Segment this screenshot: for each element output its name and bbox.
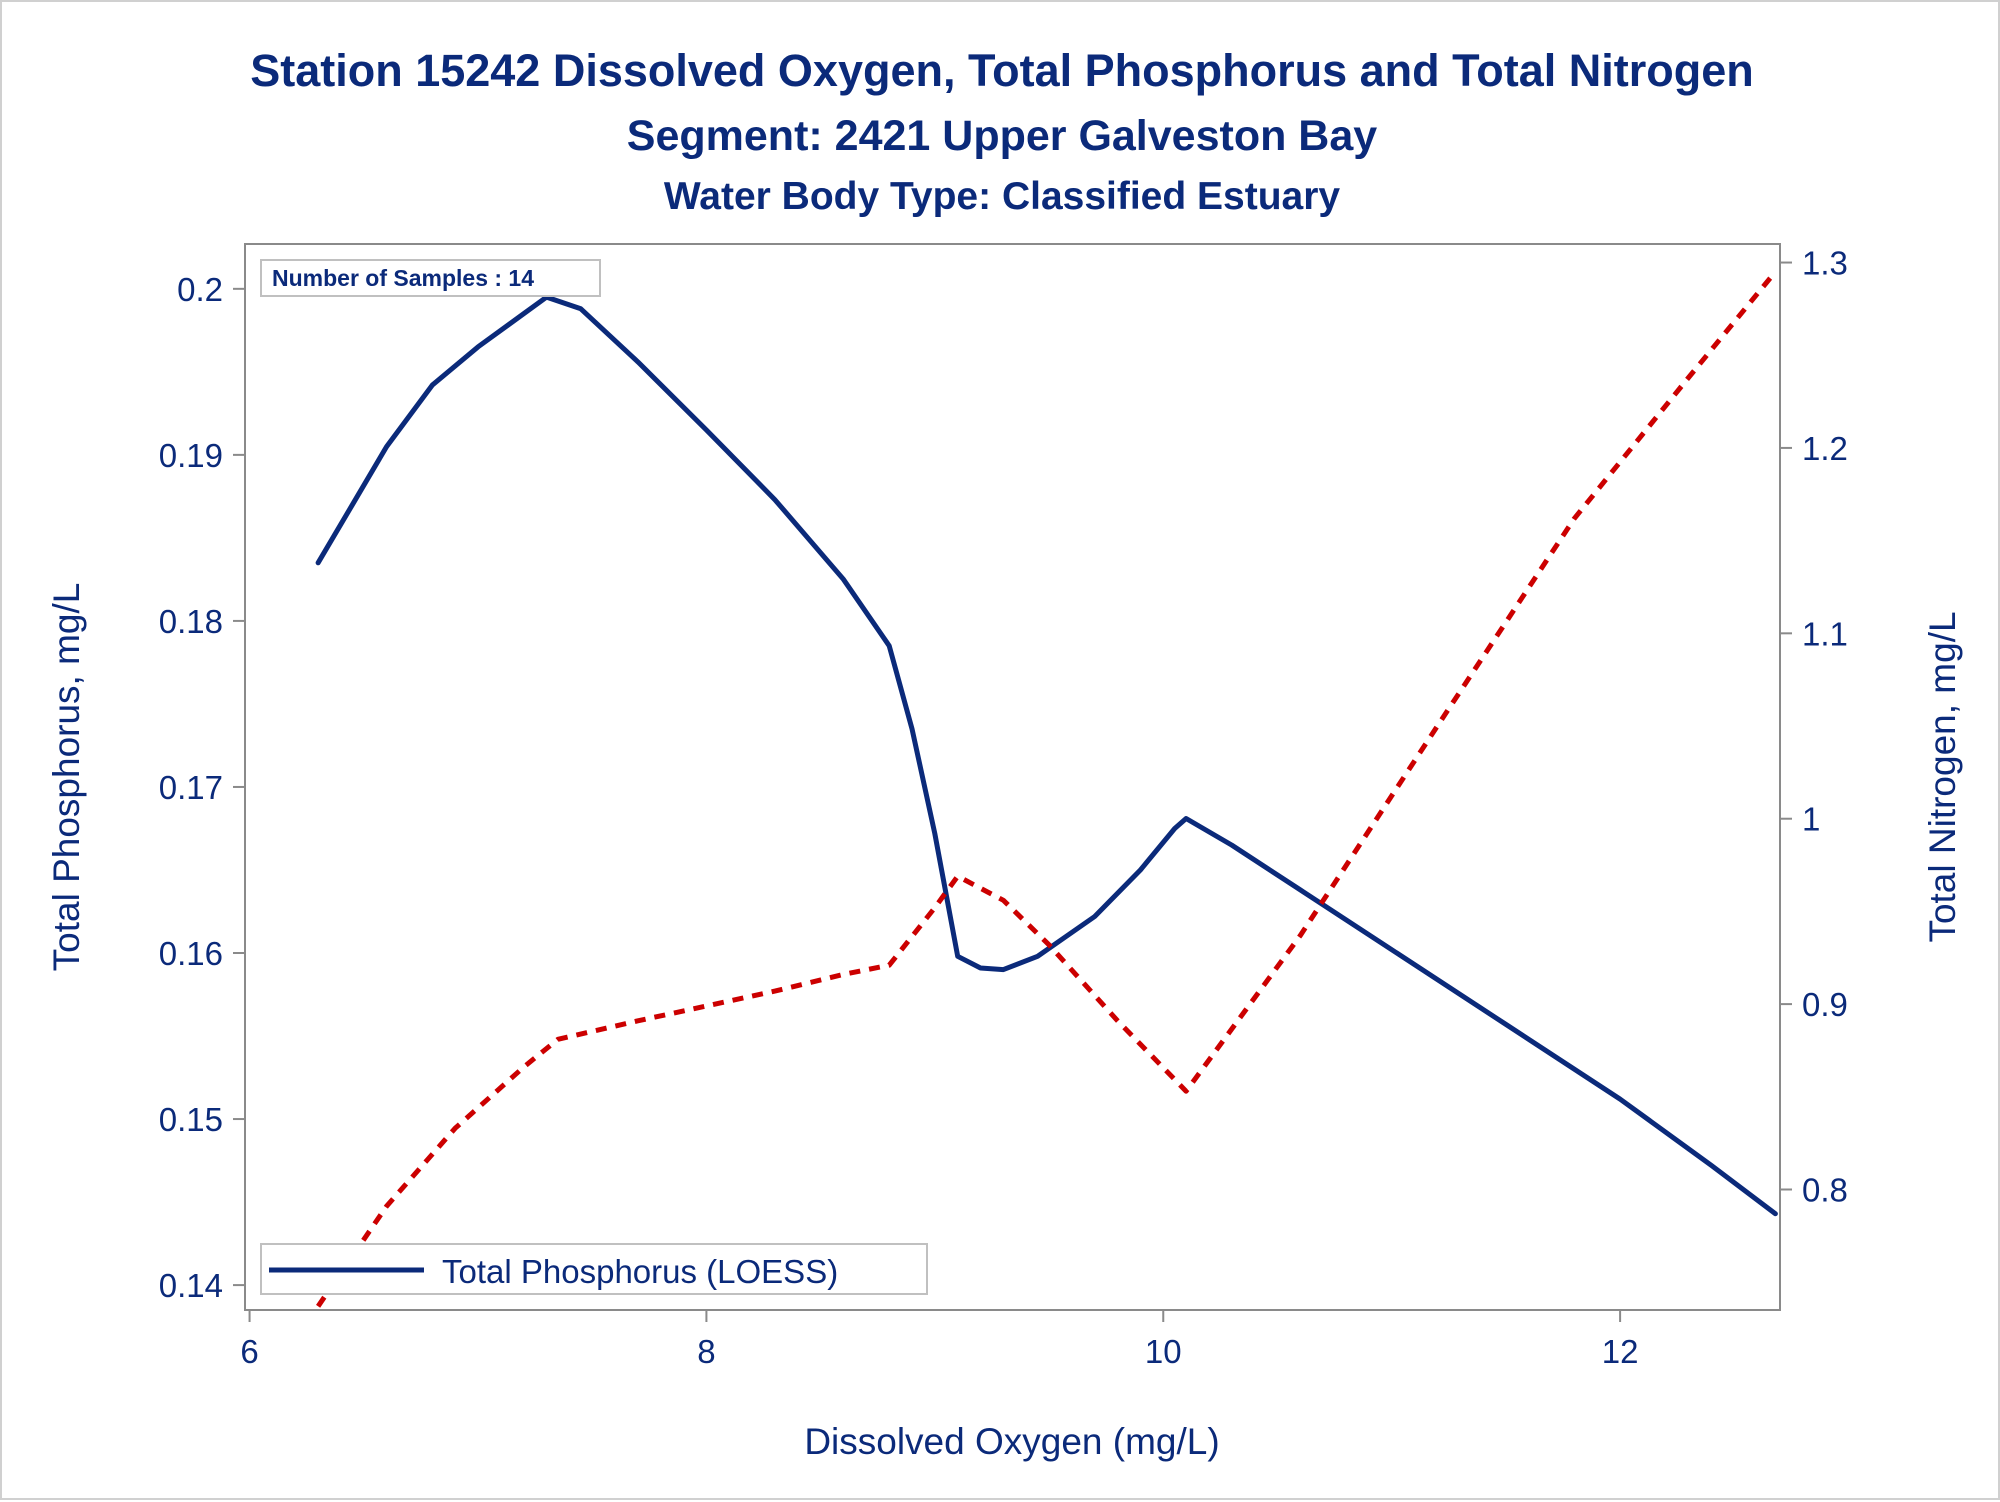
y-tick-label: 0.16 bbox=[159, 935, 223, 972]
y-axis-left: 0.14 0.15 0.16 0.17 0.18 0.19 0.2 bbox=[159, 271, 245, 1304]
sample-count-text: Number of Samples : 14 bbox=[272, 265, 534, 291]
chart-subtitle-water-body: Water Body Type: Classified Estuary bbox=[664, 175, 1340, 218]
x-axis-label: Dissolved Oxygen (mg/L) bbox=[804, 1421, 1219, 1462]
y2-tick-label: 0.8 bbox=[1802, 1171, 1848, 1208]
series-layer bbox=[315, 270, 1778, 1308]
x-axis: 6 8 10 12 bbox=[240, 1310, 1638, 1370]
series-line-phosphorus bbox=[315, 294, 1778, 1217]
y-tick-label: 0.17 bbox=[159, 769, 223, 806]
y-axis-label: Total Phosphorus, mg/L bbox=[46, 583, 87, 972]
y2-tick-label: 1 bbox=[1802, 801, 1820, 838]
sample-count-box bbox=[260, 259, 601, 297]
y2-axis-label: Total Nitrogen, mg/L bbox=[1922, 611, 1963, 942]
x-tick-label: 6 bbox=[240, 1333, 258, 1370]
chart-title: Station 15242 Dissolved Oxygen, Total Ph… bbox=[250, 45, 1754, 96]
plot-area bbox=[244, 243, 1781, 1311]
x-tick-label: 8 bbox=[697, 1333, 715, 1370]
y2-tick-label: 0.9 bbox=[1802, 986, 1848, 1023]
y2-tick-label: 1.2 bbox=[1802, 430, 1848, 467]
y-tick-label: 0.18 bbox=[159, 603, 223, 640]
y2-tick-label: 1.1 bbox=[1802, 615, 1848, 652]
y-tick-label: 0.15 bbox=[159, 1101, 223, 1138]
x-tick-label: 10 bbox=[1145, 1333, 1182, 1370]
y-axis-right: 0.8 0.9 1 1.1 1.2 1.3 bbox=[1780, 245, 1848, 1208]
y-tick-label: 0.14 bbox=[159, 1267, 223, 1304]
x-tick-label: 12 bbox=[1602, 1333, 1639, 1370]
y-tick-label: 0.2 bbox=[177, 271, 223, 308]
y-tick-label: 0.19 bbox=[159, 437, 223, 474]
y2-tick-label: 1.3 bbox=[1802, 245, 1848, 282]
legend-label-phosphorus: Total Phosphorus (LOESS) bbox=[442, 1253, 838, 1290]
series-line-nitrogen bbox=[316, 270, 1778, 1308]
chart-subtitle: Segment: 2421 Upper Galveston Bay bbox=[627, 112, 1377, 160]
